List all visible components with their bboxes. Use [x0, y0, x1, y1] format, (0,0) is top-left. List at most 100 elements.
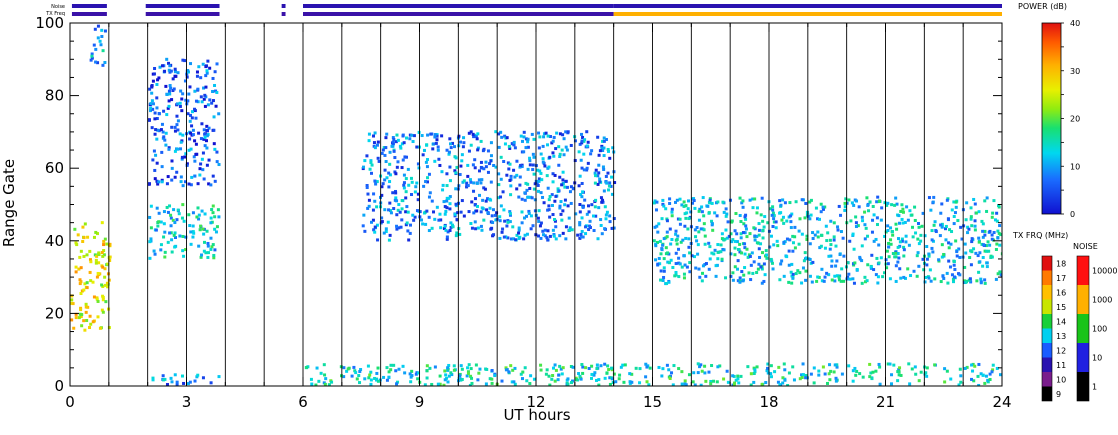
echo-point: [775, 239, 779, 243]
echo-point: [586, 161, 590, 165]
echo-point: [170, 125, 174, 129]
echo-point: [755, 234, 759, 238]
echo-point: [517, 226, 521, 230]
echo-point: [470, 200, 474, 204]
echo-point: [458, 173, 462, 177]
echo-point: [969, 206, 973, 210]
echo-point: [701, 271, 705, 275]
echo-point: [684, 216, 688, 220]
echo-point: [472, 211, 476, 215]
echo-point: [380, 151, 384, 155]
echo-point: [476, 226, 480, 230]
echo-point: [760, 251, 764, 255]
echo-point: [558, 204, 562, 208]
echo-point: [84, 302, 88, 306]
echo-point: [187, 92, 191, 96]
echo-point: [975, 279, 979, 283]
echo-point: [753, 238, 757, 242]
echo-point: [670, 214, 674, 218]
echo-point: [566, 382, 570, 386]
echo-point: [868, 200, 872, 204]
echo-point: [874, 273, 878, 277]
echo-point: [197, 244, 201, 248]
echo-point: [578, 210, 582, 214]
echo-point: [923, 280, 927, 284]
echo-point: [569, 201, 573, 205]
echo-point: [154, 228, 158, 232]
echo-point: [376, 156, 380, 160]
echo-point: [502, 208, 506, 212]
echo-point: [897, 373, 901, 377]
echo-point: [692, 197, 696, 201]
echo-point: [539, 152, 543, 156]
echo-point: [388, 162, 392, 166]
echo-point: [757, 222, 761, 226]
echo-point: [447, 152, 451, 156]
echo-point: [546, 229, 550, 233]
hour-lines: [108, 23, 964, 386]
echo-point: [841, 236, 845, 240]
echo-point: [205, 69, 209, 73]
echo-point: [868, 375, 872, 379]
echo-point: [200, 100, 204, 104]
echo-point: [729, 252, 733, 256]
echo-point: [374, 182, 378, 186]
txfreq-strip-segment-0: [71, 12, 107, 16]
echo-point: [665, 230, 669, 234]
echo-point: [878, 199, 882, 203]
echo-point: [564, 145, 568, 149]
echo-point: [657, 222, 661, 226]
echo-point: [889, 238, 893, 242]
echo-point: [900, 239, 904, 243]
echo-point: [380, 216, 384, 220]
echo-point: [425, 376, 429, 380]
echo-point: [854, 221, 858, 225]
echo-point: [523, 366, 527, 370]
echo-point: [773, 370, 777, 374]
echo-point: [917, 379, 921, 383]
echo-point: [430, 226, 434, 230]
echo-point: [425, 369, 429, 373]
echo-point: [152, 149, 156, 153]
echo-point: [825, 271, 829, 275]
echo-point: [808, 258, 812, 262]
echo-point: [985, 265, 989, 269]
echo-point: [427, 229, 431, 233]
echo-point: [96, 36, 100, 40]
echo-point: [943, 380, 947, 384]
echo-point: [763, 273, 767, 277]
echo-point: [804, 256, 808, 260]
echo-point: [963, 366, 967, 370]
echo-point: [969, 280, 973, 284]
x-tick-label: 3: [182, 393, 192, 411]
echo-point: [506, 220, 510, 224]
echo-point: [462, 136, 466, 140]
echo-point: [385, 366, 389, 370]
echo-point: [455, 218, 459, 222]
echo-point: [580, 181, 584, 185]
echo-point: [388, 201, 392, 205]
echo-point: [186, 382, 190, 386]
echo-point: [703, 234, 707, 238]
echo-point: [965, 201, 969, 205]
echo-point: [804, 201, 808, 205]
echo-point: [580, 139, 584, 143]
echo-point: [863, 210, 867, 214]
echo-point: [700, 205, 704, 209]
x-tick-label: 9: [415, 393, 425, 411]
echo-point: [73, 227, 77, 231]
echo-point: [691, 201, 695, 205]
echo-point: [821, 365, 825, 369]
echo-point: [981, 235, 985, 239]
echo-point: [830, 259, 834, 263]
echo-point: [517, 228, 521, 232]
echo-point: [484, 160, 488, 164]
echo-point: [981, 264, 985, 268]
echo-point: [193, 379, 197, 383]
echo-point: [550, 377, 554, 381]
echo-point: [896, 370, 900, 374]
echo-point: [580, 195, 584, 199]
echo-point: [449, 146, 453, 150]
echo-point: [564, 130, 568, 134]
echo-point: [70, 298, 74, 302]
